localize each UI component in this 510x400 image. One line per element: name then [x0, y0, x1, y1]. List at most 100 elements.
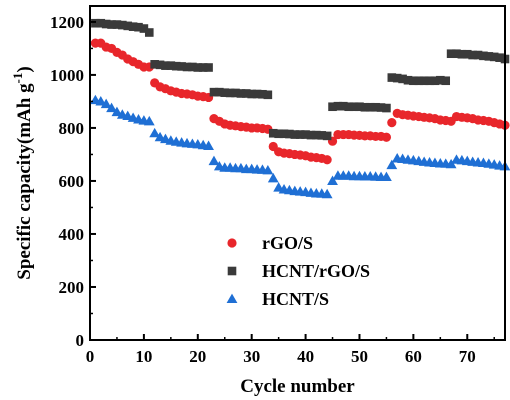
- data-point: [371, 102, 380, 112]
- data-point: [161, 61, 170, 70]
- data-point: [96, 18, 106, 28]
- data-point: [409, 76, 418, 86]
- data-point: [322, 131, 332, 141]
- legend-item: HCNT/rGO/S: [227, 261, 370, 281]
- data-point: [441, 76, 451, 86]
- data-point: [473, 50, 483, 60]
- x-tick-label: 50: [351, 347, 368, 366]
- data-point: [295, 130, 305, 139]
- data-point: [118, 20, 127, 30]
- x-tick-label: 0: [86, 347, 95, 366]
- y-tick-label: 1000: [50, 66, 84, 85]
- data-point: [198, 63, 208, 72]
- data-point: [106, 102, 117, 113]
- data-point: [177, 62, 186, 71]
- data-point: [349, 102, 359, 112]
- data-point: [111, 106, 123, 117]
- data-point: [241, 89, 251, 98]
- series-rgo-s: [90, 38, 510, 165]
- legend-item: rGO/S: [227, 233, 313, 253]
- legend-label: HCNT/S: [262, 289, 329, 309]
- data-point: [279, 129, 289, 139]
- x-tick-label: 20: [189, 347, 206, 366]
- series-hcnt-s: [89, 94, 510, 199]
- data-point: [107, 20, 116, 29]
- data-point: [225, 88, 235, 98]
- data-point: [489, 52, 499, 62]
- data-point: [333, 101, 343, 111]
- data-point: [312, 130, 321, 140]
- data-point: [376, 103, 386, 112]
- legend-label: rGO/S: [262, 233, 313, 253]
- axes-frame: [89, 5, 506, 341]
- data-point: [360, 102, 370, 112]
- data-point: [134, 22, 143, 32]
- data-point: [204, 63, 213, 72]
- data-point: [387, 118, 397, 128]
- data-point: [317, 131, 327, 140]
- y-axis-title-close: ): [14, 66, 35, 72]
- axes: 0 10 20 30 40 50 60 70 0 200 400 600 800 1000 1200: [50, 5, 506, 366]
- data-point: [182, 62, 192, 72]
- data-point: [220, 88, 230, 97]
- y-tick-label: 200: [59, 278, 85, 297]
- legend-item: HCNT/S: [226, 289, 329, 309]
- data-point: [95, 96, 107, 106]
- data-point: [150, 60, 159, 69]
- x-tick-label: 70: [459, 347, 476, 366]
- y-tick-label: 600: [59, 172, 85, 191]
- x-tick-label: 30: [243, 347, 260, 366]
- data-point: [445, 158, 457, 169]
- y-axis-title: Specific capacity(mAh g-1): [10, 66, 35, 279]
- data-point: [285, 129, 294, 139]
- data-point: [403, 75, 413, 85]
- data-point: [327, 175, 338, 186]
- y-tick-label: 1200: [50, 13, 84, 32]
- data-point: [468, 50, 477, 60]
- legend-label: HCNT/rGO/S: [262, 261, 370, 281]
- data-point: [339, 101, 348, 111]
- data-point: [462, 49, 472, 59]
- data-point: [365, 102, 375, 112]
- data-point: [274, 129, 283, 139]
- y-tick-label: 0: [76, 331, 85, 350]
- data-point: [258, 89, 267, 99]
- data-point: [123, 21, 133, 31]
- data-point: [398, 74, 407, 84]
- data-point: [112, 20, 122, 29]
- data-point: [430, 76, 440, 86]
- data-point: [139, 24, 149, 33]
- data-point: [355, 102, 364, 112]
- y-axis-title-superscript: -1: [10, 73, 25, 84]
- data-point: [149, 127, 161, 138]
- data-point: [425, 76, 434, 86]
- data-point: [290, 130, 300, 139]
- data-point: [236, 89, 246, 98]
- data-point: [382, 103, 391, 113]
- legend: rGO/S HCNT/rGO/S HCNT/S: [226, 233, 370, 309]
- y-tick-label: 400: [59, 225, 85, 244]
- data-point: [495, 53, 504, 62]
- plot-area: [89, 18, 510, 199]
- data-point: [414, 76, 424, 86]
- data-point: [381, 132, 392, 142]
- data-point: [267, 172, 279, 183]
- data-point: [188, 62, 197, 72]
- data-point: [203, 140, 214, 151]
- data-point: [387, 73, 397, 82]
- data-point: [436, 75, 445, 85]
- data-point: [231, 88, 240, 98]
- data-point: [166, 61, 176, 70]
- data-point: [479, 51, 488, 61]
- data-point: [419, 76, 429, 86]
- x-axis-title: Cycle number: [240, 376, 355, 397]
- data-point: [268, 128, 278, 138]
- data-point: [328, 102, 337, 112]
- data-point: [100, 98, 112, 109]
- data-point: [301, 130, 310, 139]
- data-point: [209, 87, 219, 97]
- data-point: [484, 52, 494, 61]
- data-point: [262, 164, 274, 175]
- x-tick-label: 40: [297, 347, 314, 366]
- x-tick-label: 10: [135, 347, 152, 366]
